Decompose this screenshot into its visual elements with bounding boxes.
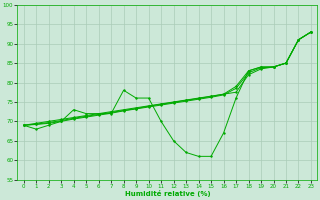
X-axis label: Humidité relative (%): Humidité relative (%) [124, 190, 210, 197]
